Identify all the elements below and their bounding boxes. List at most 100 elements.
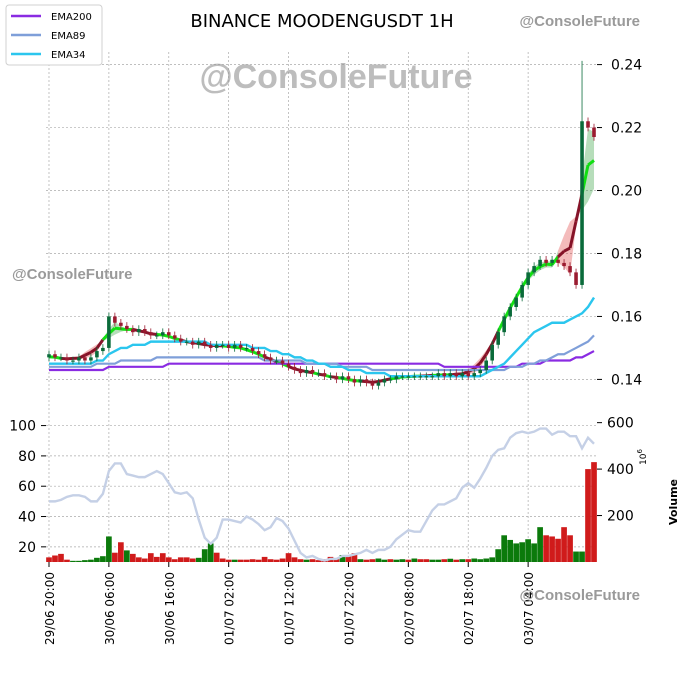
band-core-segment	[372, 380, 379, 384]
volume-bar	[76, 560, 82, 562]
price-tick-label: 0.18	[611, 246, 642, 262]
band-core-segment	[246, 348, 254, 354]
band-core-segment	[84, 350, 92, 357]
x-tick-label: 01/07 02:00	[223, 572, 237, 645]
volume-bar	[201, 549, 208, 562]
volume-bar	[189, 558, 196, 562]
volume-bar	[441, 559, 448, 562]
bull-candle	[394, 376, 399, 380]
volume-bar	[255, 559, 262, 562]
volume-bar	[303, 559, 310, 562]
band-core-segment	[563, 246, 571, 253]
bull-candle	[316, 373, 321, 375]
volume-bar	[243, 559, 250, 562]
volume-bar	[591, 462, 597, 562]
volume-bar	[285, 553, 292, 562]
watermark-bottom-right: @ConsoleFuture	[520, 587, 640, 604]
volume-bar	[549, 536, 555, 562]
volume-bar	[411, 558, 418, 562]
bear-candle	[286, 363, 291, 367]
bear-candle	[143, 329, 147, 333]
volume-bar	[58, 553, 64, 562]
volume-bar	[375, 558, 382, 562]
volume-bar	[165, 557, 172, 562]
bull-candle	[232, 344, 237, 348]
bull-candle	[358, 379, 363, 383]
volume-bar	[297, 559, 304, 562]
volume-bar	[489, 557, 496, 562]
volume-bar	[177, 557, 184, 562]
candles	[47, 60, 596, 390]
volume-bar	[465, 559, 472, 562]
volume-bar	[225, 559, 232, 562]
volume-bar	[171, 559, 178, 562]
bear-candle	[586, 121, 590, 128]
volume-bar	[567, 535, 573, 562]
volume-bar	[423, 559, 430, 562]
volume-bar	[315, 560, 322, 562]
bull-candle	[59, 357, 63, 359]
bear-candle	[178, 338, 183, 342]
volume-bar	[118, 542, 124, 562]
volume-tick-label: 400	[607, 462, 634, 478]
volume-bar	[94, 557, 100, 562]
volume-bar	[351, 553, 358, 562]
bear-candle	[442, 373, 447, 377]
x-tick-label: 02/07 08:00	[402, 572, 416, 645]
x-tick-label: 02/07 18:00	[462, 572, 476, 645]
legend-label-ema200: EMA200	[51, 12, 92, 23]
volume-bar	[237, 559, 244, 562]
bear-candle	[556, 259, 560, 263]
bear-candle	[310, 369, 315, 374]
oscillator-line	[48, 427, 595, 562]
bull-candle	[137, 329, 141, 333]
volume-bar	[195, 557, 202, 562]
axes: 29/06 20:00 30/06 06:00 30/06 16:00 01/07 0…	[9, 58, 642, 645]
x-tick-label: 03/07 04:00	[522, 572, 536, 645]
band-core-segment	[539, 262, 547, 268]
volume-bar	[106, 536, 112, 562]
bull-candle	[550, 259, 554, 263]
bear-candle	[250, 347, 255, 352]
band-core-segment	[95, 338, 105, 350]
legend-box	[5, 4, 103, 66]
volume-bar	[82, 560, 88, 562]
volume-tick-label: 600	[607, 416, 634, 432]
volume-bar	[207, 543, 214, 562]
band-core-segment	[587, 159, 595, 167]
band-core-segment	[557, 250, 566, 258]
band-core-segment	[550, 255, 560, 266]
volume-bar	[70, 560, 76, 562]
volume-bar	[52, 555, 58, 562]
volume-bar	[525, 539, 531, 562]
bull-candle	[400, 376, 405, 378]
volume-bar	[393, 559, 400, 562]
legend: EMA200 EMA89 EMA34	[5, 4, 103, 66]
bull-candle	[388, 379, 393, 381]
bull-band-segment	[588, 128, 595, 202]
volume-bar	[46, 557, 52, 562]
ema34-line	[48, 296, 596, 378]
bull-candle	[196, 341, 201, 345]
band-core-segment	[568, 221, 578, 249]
band-core-segment	[478, 353, 488, 364]
volume-bar	[483, 558, 490, 562]
volume-bar	[369, 559, 376, 562]
bear-candle	[280, 360, 285, 364]
bull-candle	[538, 259, 542, 267]
bull-candle	[460, 373, 465, 377]
volume-bar	[447, 558, 454, 562]
watermark-center: @ConsoleFuture	[199, 58, 472, 96]
bull-candle	[502, 316, 506, 333]
bear-candle	[172, 335, 177, 339]
volume-bar	[477, 559, 484, 562]
bull-candle	[71, 360, 75, 362]
bear-band-segment	[558, 235, 565, 268]
bull-candle	[478, 369, 483, 374]
volume-bar	[124, 550, 130, 562]
bull-candle	[382, 379, 387, 383]
bull-candle	[220, 344, 225, 346]
bear-candle	[544, 259, 548, 263]
band-core-segment	[114, 326, 122, 331]
